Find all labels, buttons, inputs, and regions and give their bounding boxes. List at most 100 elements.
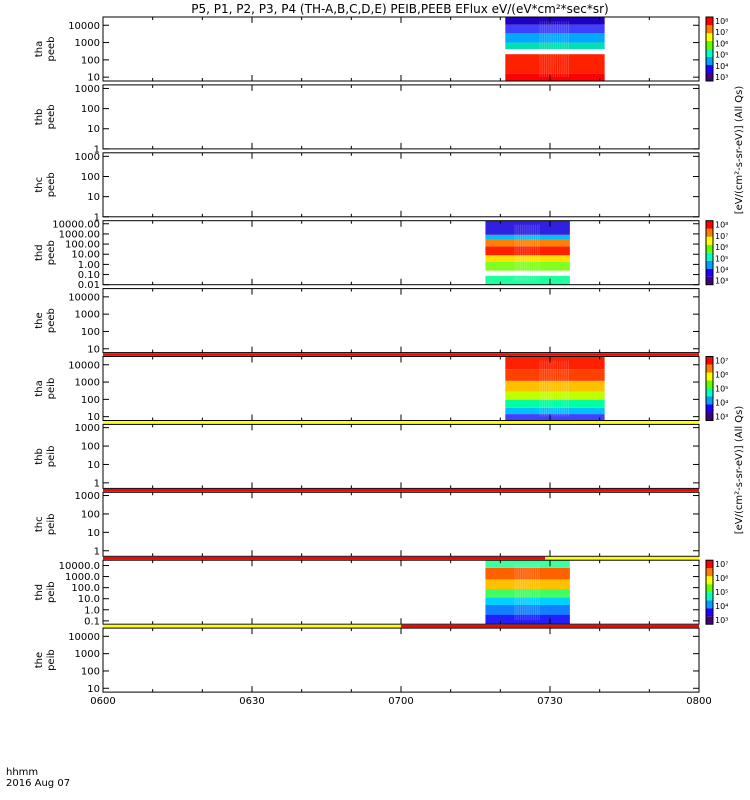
colorbar-frame <box>705 559 714 625</box>
colorbar-segment <box>706 65 713 73</box>
colorbar-segment <box>706 584 713 593</box>
colorbar-segment <box>706 600 713 609</box>
y-tick-label: 100 <box>81 442 100 453</box>
spectrogram-band <box>485 239 570 247</box>
panel-frame <box>102 627 700 693</box>
panel-ylabel-product: peib <box>46 378 57 400</box>
colorbar-segment <box>706 276 713 285</box>
colorbar-tick-label: 10⁴ <box>715 266 728 275</box>
colorbar-frame <box>705 220 714 286</box>
spectrogram-band <box>505 33 605 43</box>
panel-frame <box>102 220 700 286</box>
y-tick-label: 10 <box>87 684 100 695</box>
y-tick-label: 1.00 <box>78 260 100 271</box>
y-tick-label: 100 <box>81 55 100 66</box>
y-tick-label: 0.1 <box>84 616 100 627</box>
panel-ylabel-product: peeb <box>46 104 57 129</box>
panel-ylabel-product: peib <box>46 581 57 603</box>
colorbar-segment <box>706 356 713 365</box>
colorbar-segment <box>706 220 713 229</box>
panel-frame <box>102 288 700 354</box>
spectrogram-band <box>505 380 605 392</box>
colorbar-tick-label: 10⁵ <box>715 588 728 597</box>
colorbar-tick-label: 10⁶ <box>715 39 728 48</box>
panel-ylabel-product: peeb <box>46 240 57 265</box>
spectrogram-band <box>505 400 605 408</box>
panel-frame <box>102 356 700 421</box>
colorbar-segment <box>706 592 713 601</box>
colorbar-segment <box>706 252 713 261</box>
spectrogram-band <box>485 589 570 598</box>
panel-ylabel-product: peib <box>46 446 57 468</box>
y-tick-label: 1000.00 <box>59 229 100 240</box>
colorbar-segment <box>706 260 713 269</box>
panel-thc-peib: 1 10 100 1000 thc peib <box>34 491 700 560</box>
y-tick-label: 100 <box>81 172 100 183</box>
y-tick-label: 10 <box>87 344 100 355</box>
spectrogram-band <box>505 407 605 415</box>
flag-bar-segment <box>103 556 546 560</box>
y-tick-label: 10000 <box>68 292 100 303</box>
flag-bar-segment <box>103 353 699 356</box>
colorbar-tick-label: 10⁷ <box>715 232 728 241</box>
x-tick-label: 0700 <box>388 696 413 707</box>
colorbar-segment <box>706 73 713 81</box>
y-tick-label: 1 <box>94 212 100 223</box>
y-tick-label: 100 <box>81 395 100 406</box>
panel-frame <box>102 16 700 82</box>
y-tick-label: 10 <box>87 124 100 135</box>
y-tick-label: 10000.00 <box>52 219 100 230</box>
panel-frame <box>102 491 700 557</box>
y-tick-label: 10000.0 <box>59 561 100 572</box>
colorbar-tick-label: 10⁸ <box>715 221 728 230</box>
colorbar-tick-label: 10⁶ <box>715 371 728 380</box>
colorbar-segment <box>706 568 713 577</box>
spectrogram-band <box>485 579 570 589</box>
colorbar-tick-label: 10⁶ <box>715 574 728 583</box>
colorbar-tick-label: 10⁴ <box>715 399 728 408</box>
y-tick-label: 1000 <box>75 423 100 434</box>
spectrogram-band <box>485 605 570 615</box>
colorbar-labels: [eV/(cm²-s-sr-eV)] (All Qs) [eV/(cm²-s-s… <box>734 86 745 535</box>
y-tick-label: 1000 <box>75 84 100 95</box>
spectrogram-band <box>505 54 605 74</box>
x-tick-label: 0800 <box>686 696 711 707</box>
y-tick-label: 10 <box>87 528 100 539</box>
panel-ylabel-probe: the <box>34 312 45 328</box>
colorbar-label-electron: [eV/(cm²-s-sr-eV)] (All Qs) <box>734 86 745 215</box>
colorbar-label-ion: [eV/(cm²-s-sr-eV)] (All Qs) <box>734 406 745 535</box>
panel-ylabel-probe: thc <box>34 177 45 193</box>
x-corner-label: hhmm <box>6 767 38 778</box>
colorbar-segment <box>706 236 713 245</box>
colorbar-segment <box>706 404 713 413</box>
colorbar-tick-label: 10⁵ <box>715 51 728 60</box>
panel-the-peeb: 10 100 1000 10000 the peeb <box>34 288 700 356</box>
colorbar-segment <box>706 244 713 253</box>
y-tick-label: 1 <box>94 546 100 557</box>
y-tick-label: 1000.0 <box>65 572 100 583</box>
y-tick-label: 100.00 <box>65 240 100 251</box>
panel-ylabel-product: peeb <box>46 172 57 197</box>
panel-thb-peeb: 1 10 100 1000 thb peeb <box>34 84 700 155</box>
panel-ylabel-product: peeb <box>46 308 57 333</box>
spectrogram-band <box>505 49 605 55</box>
panel-tha-peib: 10 100 1000 10000 tha peib 10³ 10⁴ 10⁵ 10⁶ 10⁷ <box>34 356 728 424</box>
colorbar-tick-label: 10⁷ <box>715 560 728 569</box>
colorbar-tick-label: 10³ <box>715 73 728 82</box>
flag-bar-segment <box>103 489 699 492</box>
panel-tha-peeb: 10 100 1000 10000 tha peeb 10³ 10⁴ 10⁵ 10⁶ 10⁷ 10⁸ <box>34 16 728 84</box>
y-tick-label: 10 <box>87 412 100 423</box>
colorbar-segment <box>706 49 713 57</box>
panel-ylabel-probe: thd <box>34 244 45 261</box>
y-tick-label: 1000 <box>75 38 100 49</box>
colorbar-segment <box>706 396 713 405</box>
colorbar-segment <box>706 364 713 373</box>
time-axis: hhmm 2016 Aug 07 0600 0630 0700 0730 0800 <box>6 696 712 789</box>
x-tick-label: 0600 <box>90 696 115 707</box>
flag-bar-segment <box>545 556 699 560</box>
colorbar-tick-label: 10⁷ <box>715 357 728 366</box>
figure-title: P5, P1, P2, P3, P4 (TH-A,B,C,D,E) PEIB,P… <box>191 2 608 16</box>
